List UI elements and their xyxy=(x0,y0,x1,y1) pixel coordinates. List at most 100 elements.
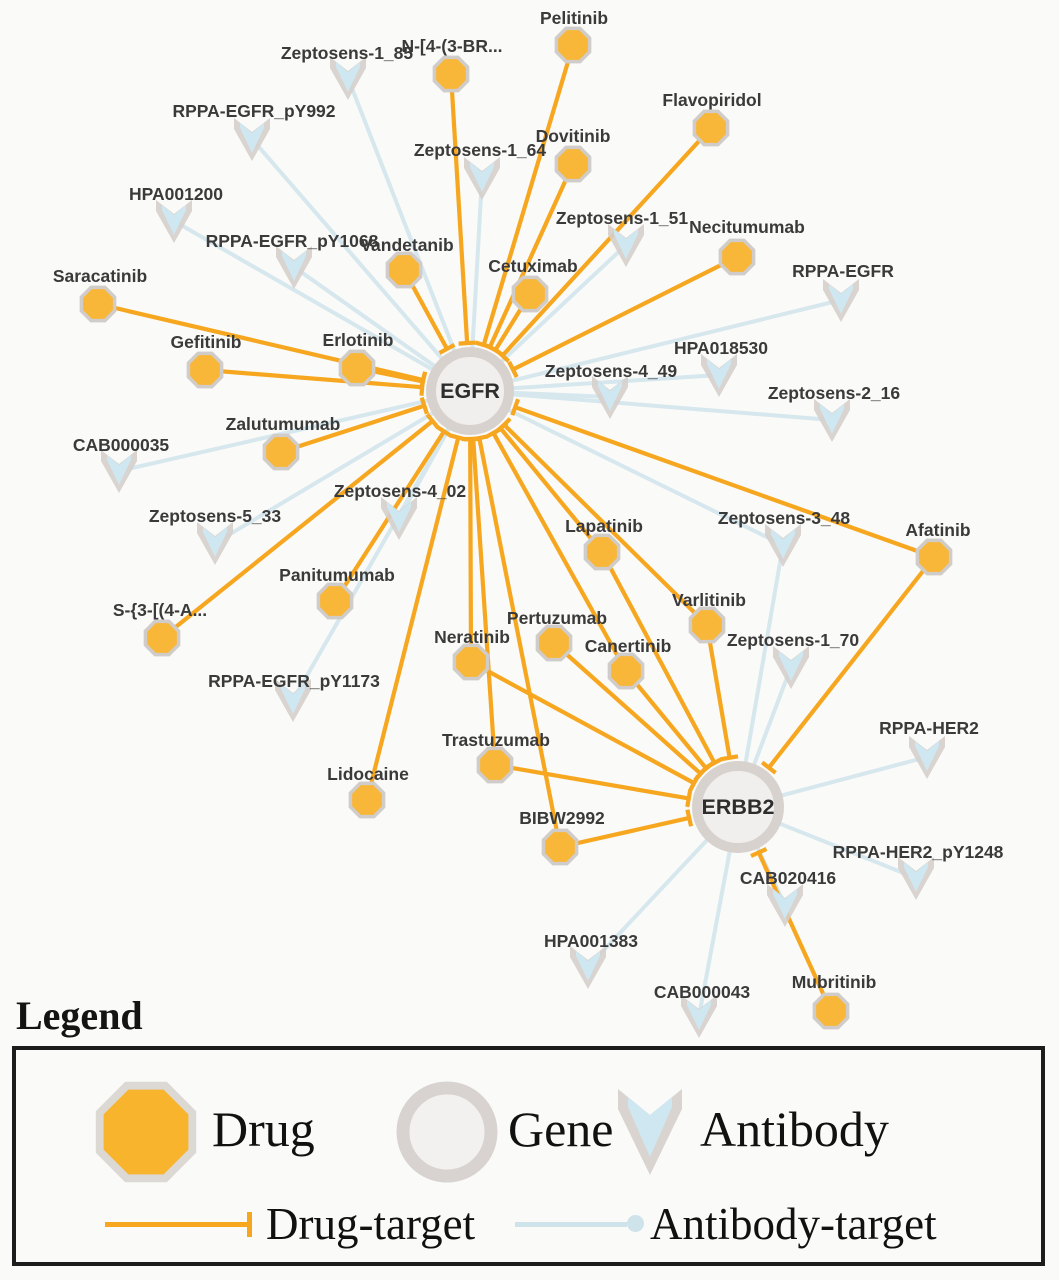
legend-title: Legend xyxy=(16,993,143,1038)
drug-target-edge-tbar xyxy=(750,847,768,858)
node-label-zeptosens-1-64: Zeptosens-1_64 xyxy=(414,140,547,160)
node-label-canertinib: Canertinib xyxy=(585,636,672,656)
antibody-target-edge xyxy=(506,373,720,391)
antibody-target-edge xyxy=(506,390,611,399)
drug-node-s-3-4-a[interactable] xyxy=(143,619,181,657)
node-label-zeptosens-5-33: Zeptosens-5_33 xyxy=(149,506,282,526)
antibody-target-edge xyxy=(495,243,628,368)
node-label-cetuximab: Cetuximab xyxy=(488,256,577,276)
drug-node-lidocaine[interactable] xyxy=(348,781,386,819)
drug-node-trastuzumab[interactable] xyxy=(476,746,514,784)
drug-node-erlotinib[interactable] xyxy=(338,349,376,387)
antibody-target-edge xyxy=(697,844,733,1017)
drug-target-edge xyxy=(559,815,690,850)
drug-node-canertinib[interactable] xyxy=(607,652,645,690)
node-label-rppa-egfr-py1068: RPPA-EGFR_pY1068 xyxy=(206,231,379,251)
antibody-target-edge xyxy=(213,408,440,545)
antibody-target-dot xyxy=(627,1215,644,1232)
antibody-node-inner-rppa-egfr-py992 xyxy=(240,123,264,153)
antibody-target-edge xyxy=(470,177,484,355)
drug-node-flavopiridol[interactable] xyxy=(692,109,730,147)
drug-target-label: Drug-target xyxy=(266,1199,476,1249)
gene-node-egfr[interactable] xyxy=(426,347,514,435)
node-label-cab000035: CAB000035 xyxy=(73,435,170,455)
drug-legend-label: Drug xyxy=(212,1101,315,1157)
drug-target-edge-tbar xyxy=(458,340,476,346)
drug-node-pertuzumab[interactable] xyxy=(535,624,573,662)
node-label-hpa001383: HPA001383 xyxy=(544,931,638,951)
node-label-necitumumab: Necitumumab xyxy=(689,217,805,237)
drug-target-edge xyxy=(704,624,732,759)
node-label-panitumumab: Panitumumab xyxy=(279,565,395,585)
node-label-zeptosens-3-48: Zeptosens-3_48 xyxy=(718,508,851,528)
drug-target-edge-tbar xyxy=(510,398,521,416)
drug-node-saracatinib[interactable] xyxy=(79,285,117,323)
node-label-hpa001200: HPA001200 xyxy=(129,184,223,204)
drug-target-edge-tbar xyxy=(425,413,440,429)
drug-target-edge xyxy=(767,555,936,769)
antibody-node-inner-zeptosens-2-16 xyxy=(820,404,844,434)
drug-node-mubritinib[interactable] xyxy=(812,992,850,1030)
gene-legend-label: Gene xyxy=(508,1101,614,1157)
drug-target-edge xyxy=(160,419,434,640)
drug-node-panitumumab[interactable] xyxy=(316,582,354,620)
node-label-vandetanib: Vandetanib xyxy=(360,235,453,255)
drug-target-edge-tbar xyxy=(435,425,453,438)
drug-node-necitumumab[interactable] xyxy=(718,238,756,276)
drug-node-gefitinib[interactable] xyxy=(186,351,224,389)
node-label-saracatinib: Saracatinib xyxy=(53,266,147,286)
drug-node-lapatinib[interactable] xyxy=(583,533,621,571)
antibody-node-inner-zeptosens-4-49 xyxy=(598,381,622,411)
node-label-rppa-egfr-py992: RPPA-EGFR_pY992 xyxy=(172,101,335,121)
drug-node-zalutumumab[interactable] xyxy=(262,433,300,471)
antibody-node-inner-zeptosens-1-51 xyxy=(614,229,638,259)
node-label-s-3-4-a: S-{3-[(4-A... xyxy=(113,600,207,620)
node-label-erlotinib: Erlotinib xyxy=(323,330,394,350)
drug-node-vandetanib[interactable] xyxy=(385,251,423,289)
drug-target-edge-tbar xyxy=(438,342,456,355)
antibody-node-inner-zeptosens-1-64 xyxy=(470,162,494,192)
antibody-target-edge xyxy=(502,405,784,547)
antibody-node-inner-zeptosens-1-70 xyxy=(779,651,803,681)
drug-target-line xyxy=(105,1222,247,1227)
antibody-node-inner-rppa-her2 xyxy=(915,741,939,771)
drug-target-edge-tbar xyxy=(507,360,519,379)
drug-node-neratinib[interactable] xyxy=(452,643,490,681)
antibody-node-inner-hpa018530 xyxy=(707,359,731,389)
gene-node-erbb2[interactable] xyxy=(692,761,784,853)
antibody-node-inner-rppa-her2-py1248 xyxy=(904,862,928,892)
node-label-cab020416: CAB020416 xyxy=(740,868,837,888)
antibody-legend-label: Antibody xyxy=(700,1101,889,1157)
drug-node-pelitinib[interactable] xyxy=(554,26,592,64)
antibody-node-inner-zeptosens-4-02 xyxy=(387,502,411,532)
antibody-node-inner-zeptosens-1-85 xyxy=(336,62,360,92)
drug-target-edge xyxy=(552,641,703,776)
node-label-varlitinib: Varlitinib xyxy=(672,590,746,610)
drug-target-edge xyxy=(469,660,696,785)
antibody-node-inner-cab000043 xyxy=(687,1000,711,1030)
node-label-zalutumumab: Zalutumumab xyxy=(226,414,341,434)
node-label-zeptosens-2-16: Zeptosens-2_16 xyxy=(768,383,901,403)
drug-target-edge-tbar xyxy=(685,789,693,808)
drug-node-n-4-3-br[interactable] xyxy=(432,55,470,93)
antibody-target-edge xyxy=(749,666,793,772)
antibody-node-inner-cab020416 xyxy=(773,889,797,919)
drug-node-dovitinib[interactable] xyxy=(554,145,592,183)
drug-node-cetuximab[interactable] xyxy=(511,275,549,313)
drug-legend-icon xyxy=(95,1081,197,1183)
drug-target-edge xyxy=(502,423,709,627)
node-label-dovitinib: Dovitinib xyxy=(536,126,611,146)
node-label-rppa-her2: RPPA-HER2 xyxy=(879,718,979,738)
antibody-legend-icon xyxy=(618,1089,682,1175)
antibody-node-inner-cab000035 xyxy=(107,455,131,485)
drug-target-edge xyxy=(624,669,708,770)
node-label-neratinib: Neratinib xyxy=(434,627,510,647)
drug-node-bibw2992[interactable] xyxy=(541,828,579,866)
antibody-target-line xyxy=(515,1222,627,1227)
drug-node-afatinib[interactable] xyxy=(915,538,953,576)
node-label-zeptosens-4-02: Zeptosens-4_02 xyxy=(334,481,467,501)
drug-target-edge xyxy=(481,44,576,346)
node-label-gefitinib: Gefitinib xyxy=(171,332,242,352)
drug-node-varlitinib[interactable] xyxy=(688,606,726,644)
